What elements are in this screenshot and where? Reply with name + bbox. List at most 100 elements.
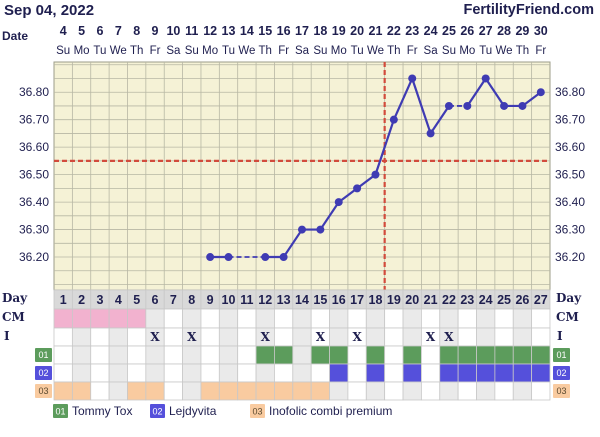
temperature-point[interactable]: [316, 225, 325, 234]
medication-cell: [531, 363, 551, 383]
weekday-label: Mo: [331, 45, 347, 57]
intercourse-cell: [163, 327, 183, 347]
weekday-label: We: [238, 45, 255, 57]
date-number: 12: [203, 24, 217, 38]
temperature-point[interactable]: [536, 88, 545, 97]
weekday-label: Sa: [424, 45, 439, 57]
medication-cell: [200, 381, 220, 401]
date-number: 20: [350, 24, 364, 38]
cm-cell: [71, 308, 92, 329]
temperature-point[interactable]: [206, 253, 215, 262]
temperature-point[interactable]: [408, 74, 417, 83]
date-number: 25: [442, 24, 456, 38]
y-tick-label: 36.60: [19, 140, 49, 154]
cycle-day-number: 5: [133, 293, 140, 307]
weekday-label: Mo: [202, 45, 218, 57]
cm-cell: [218, 308, 239, 329]
temperature-point[interactable]: [444, 101, 453, 110]
temperature-point[interactable]: [224, 253, 233, 262]
medication-cell: [71, 363, 92, 383]
y-tick-label: 36.50: [555, 168, 585, 182]
date-number: 28: [497, 24, 511, 38]
temperature-point[interactable]: [261, 253, 270, 262]
cm-cell: [476, 308, 496, 329]
weekday-label: Su: [56, 45, 70, 57]
intercourse-mark: X: [426, 330, 436, 344]
weekday-label: Sa: [295, 45, 310, 57]
medication-cell: [71, 381, 92, 401]
medication-cell: [292, 345, 312, 365]
cycle-day-number: 2: [78, 293, 85, 307]
cycle-day-number: 13: [277, 293, 291, 307]
medication-cell: [439, 363, 459, 383]
temperature-point[interactable]: [518, 101, 527, 110]
cm-cell: [200, 308, 220, 329]
medication-code-label: 02: [556, 368, 566, 378]
cycle-detail-rows: 1 2 3 4 5 6 7 8 9 10 11 12 13 14 15 16 17 18 19 20 21 22 23 24 2…: [35, 289, 570, 401]
medication-cell: [237, 345, 257, 365]
medication-cell: [384, 363, 404, 383]
intercourse-mark: X: [261, 330, 271, 344]
temperature-point[interactable]: [481, 74, 490, 83]
intercourse-cell: [384, 327, 404, 347]
date-number: 19: [332, 24, 346, 38]
date-number: 14: [240, 24, 254, 38]
medication-cell: [218, 381, 239, 401]
medication-cell: [329, 363, 349, 383]
temperature-line-segment: [392, 78, 414, 121]
cycle-day-number: 19: [387, 293, 401, 307]
weekday-label: Tu: [479, 45, 492, 57]
temperature-series: [206, 74, 545, 262]
date-number: 5: [78, 24, 85, 38]
date-number: 10: [166, 24, 180, 38]
medication-cell: [292, 363, 312, 383]
medication-cell: [127, 363, 147, 383]
weekday-label: Fr: [150, 45, 161, 57]
temperature-point[interactable]: [463, 101, 472, 110]
date-number: 6: [96, 24, 103, 38]
y-tick-label: 36.70: [19, 113, 49, 127]
weekday-label: Fr: [407, 45, 418, 57]
temperature-grid: [54, 62, 550, 290]
temperature-point[interactable]: [334, 198, 343, 207]
medication-cell: [457, 363, 477, 383]
weekday-label: We: [110, 45, 127, 57]
medication-cell: [476, 381, 496, 401]
temperature-point[interactable]: [389, 115, 398, 124]
medication-cell: [512, 363, 533, 383]
medication-cell: [274, 381, 294, 401]
weekday-label: Fr: [535, 45, 546, 57]
temperature-point[interactable]: [500, 101, 509, 110]
temperature-point[interactable]: [297, 225, 306, 234]
medication-cell: [145, 345, 165, 365]
cm-cell: [255, 308, 275, 329]
legend-medication-name: Tommy Tox: [72, 404, 132, 418]
cm-cell: [292, 308, 312, 329]
date-number: 4: [60, 24, 67, 38]
date-number: 23: [405, 24, 419, 38]
intercourse-row-label-left: I: [4, 329, 10, 343]
brand-name[interactable]: FertilityFriend.com: [463, 2, 594, 18]
intercourse-cell: [71, 327, 92, 347]
medication-cell: [71, 345, 92, 365]
intercourse-cell: [402, 327, 422, 347]
medication-cell: [108, 363, 128, 383]
date-number: 15: [258, 24, 272, 38]
temperature-point[interactable]: [353, 184, 362, 193]
intercourse-cell: [494, 327, 514, 347]
cm-cell: [494, 308, 514, 329]
medication-cell: [494, 363, 514, 383]
cm-cell: [384, 308, 404, 329]
temperature-line-segment: [411, 78, 432, 134]
intercourse-mark: X: [444, 330, 454, 344]
medication-cell: [200, 345, 220, 365]
medication-cell: [255, 381, 275, 401]
cycle-day-number: 20: [405, 293, 419, 307]
temperature-point[interactable]: [371, 170, 380, 179]
temperature-point[interactable]: [279, 253, 288, 262]
medication-cell: [127, 345, 147, 365]
medication-cell: [402, 381, 422, 401]
temperature-point[interactable]: [426, 129, 435, 138]
medication-cell: [347, 363, 367, 383]
cycle-day-number: 14: [295, 293, 309, 307]
